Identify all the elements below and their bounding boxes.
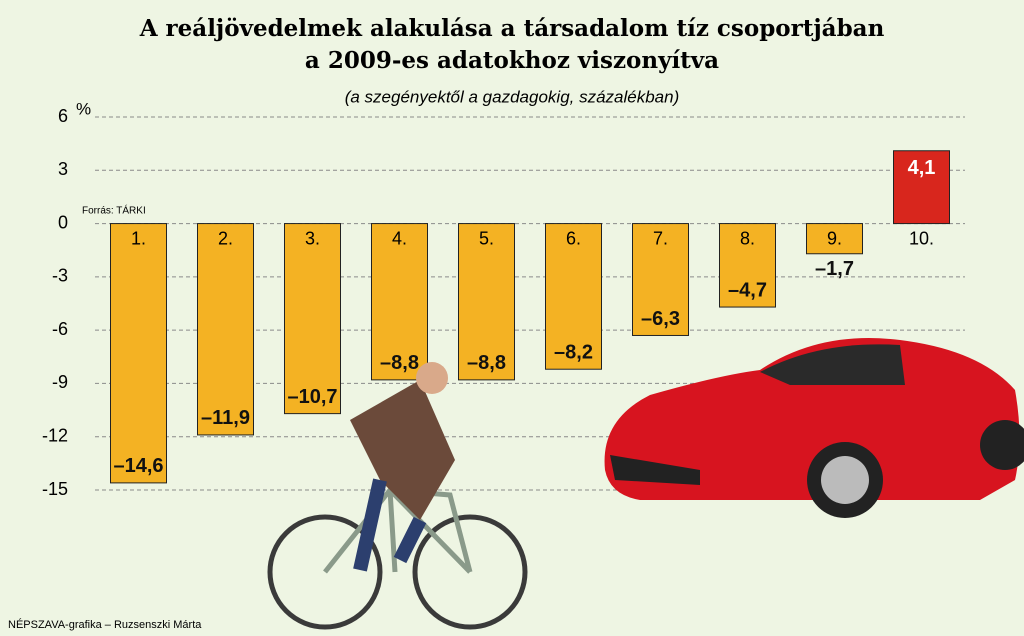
x-tick-label: 10. bbox=[909, 228, 934, 248]
x-tick-label: 7. bbox=[653, 228, 668, 248]
x-tick-label: 5. bbox=[479, 228, 494, 248]
y-tick-label: -12 bbox=[42, 425, 68, 445]
y-tick-label: -3 bbox=[52, 266, 68, 286]
value-label: –4,7 bbox=[728, 279, 767, 301]
x-tick-label: 9. bbox=[827, 228, 842, 248]
credit: NÉPSZAVA-grafika – Ruzsenszki Márta bbox=[8, 618, 202, 631]
x-tick-label: 2. bbox=[218, 228, 233, 248]
bar bbox=[545, 223, 602, 370]
bar bbox=[197, 223, 254, 436]
bar bbox=[806, 223, 863, 255]
bar bbox=[458, 223, 515, 381]
chart-title: a 2009-es adatokhoz viszonyítva bbox=[305, 47, 719, 74]
x-tick-label: 8. bbox=[740, 228, 755, 248]
y-tick-label: 6 bbox=[58, 106, 68, 126]
bar bbox=[371, 223, 428, 381]
value-label: –10,7 bbox=[287, 386, 337, 408]
car-illustration bbox=[604, 338, 1024, 518]
bar bbox=[893, 150, 950, 225]
bar bbox=[110, 223, 167, 484]
bar bbox=[632, 223, 689, 336]
y-tick-label: 0 bbox=[58, 212, 68, 232]
value-label: –1,7 bbox=[815, 258, 854, 280]
value-label: –6,3 bbox=[641, 308, 680, 330]
x-tick-label: 4. bbox=[392, 228, 407, 248]
bar bbox=[719, 223, 776, 308]
y-tick-label: -15 bbox=[42, 479, 68, 499]
source: Forrás: TÁRKI bbox=[82, 204, 146, 217]
x-tick-label: 1. bbox=[131, 228, 146, 248]
value-label: –8,2 bbox=[554, 342, 593, 364]
value-label: –8,8 bbox=[380, 352, 419, 374]
value-label: –8,8 bbox=[467, 352, 506, 374]
y-tick-label: -9 bbox=[52, 372, 68, 392]
x-tick-label: 6. bbox=[566, 228, 581, 248]
y-tick-label: 3 bbox=[58, 159, 68, 179]
value-label: 4,1 bbox=[908, 157, 936, 179]
bar bbox=[284, 223, 341, 415]
chart-subtitle: (a szegényektől a gazdagokig, százalékba… bbox=[345, 87, 680, 106]
y-unit: % bbox=[76, 99, 91, 118]
x-tick-label: 3. bbox=[305, 228, 320, 248]
value-label: –14,6 bbox=[113, 455, 163, 477]
chart-title: A reáljövedelmek alakulása a társadalom … bbox=[139, 15, 885, 42]
value-label: –11,9 bbox=[201, 407, 250, 429]
cyclist-illustration bbox=[267, 362, 528, 630]
y-tick-label: -6 bbox=[52, 319, 68, 339]
